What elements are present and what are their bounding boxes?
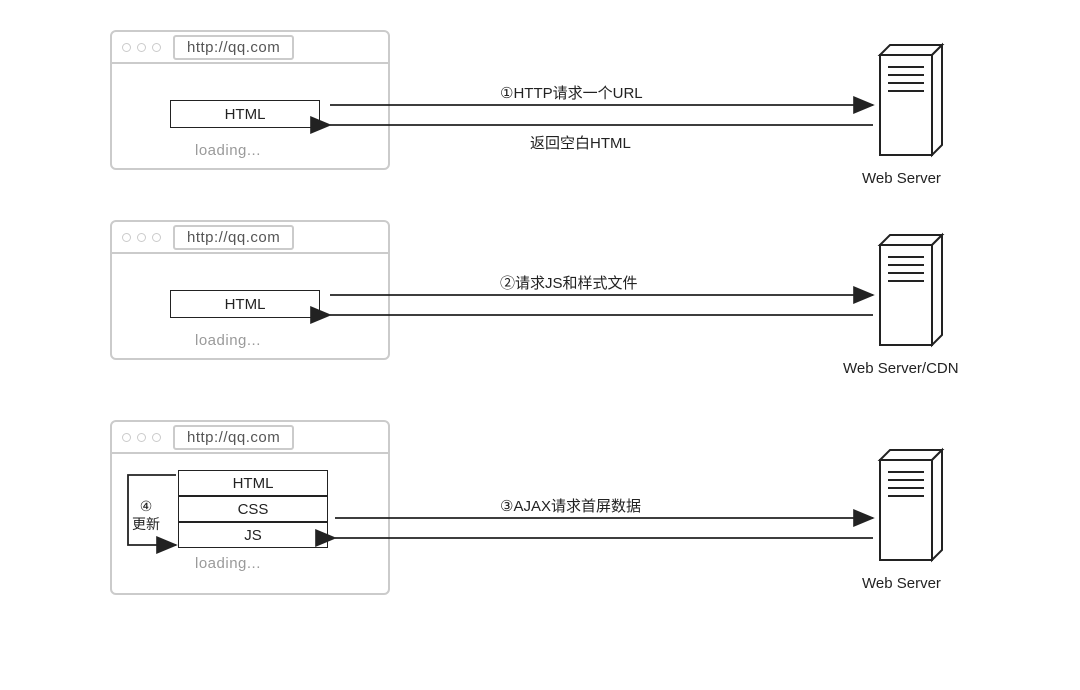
html-box: HTML [170,100,320,128]
js-box: JS [178,522,328,548]
dot-icon [152,433,161,442]
dot-icon [152,43,161,52]
dot-icon [152,233,161,242]
html-box: HTML [170,290,320,318]
browser-titlebar: http://qq.com [112,422,388,454]
dot-icon [137,43,146,52]
url-field: http://qq.com [173,425,294,450]
dot-icon [122,433,131,442]
loading-text: loading... [195,142,261,159]
window-controls [122,433,161,442]
browser-titlebar: http://qq.com [112,222,388,254]
arrow-label-req2: ②请求JS和样式文件 [500,272,638,293]
server-icon [880,45,942,155]
loading-text: loading... [195,555,261,572]
server-icon [880,235,942,345]
dot-icon [137,433,146,442]
css-box: CSS [178,496,328,522]
url-field: http://qq.com [173,35,294,60]
loading-text: loading... [195,332,261,349]
arrow-label-resp1: 返回空白HTML [530,132,631,153]
dot-icon [122,43,131,52]
dot-icon [137,233,146,242]
server-icon [880,450,942,560]
arrow-label-req1: ①HTTP请求一个URL [500,82,643,103]
server-label-2: Web Server/CDN [843,360,959,377]
url-field: http://qq.com [173,225,294,250]
html-box: HTML [178,470,328,496]
window-controls [122,43,161,52]
server-label-1: Web Server [862,170,941,187]
window-controls [122,233,161,242]
arrow-label-req3: ③AJAX请求首屏数据 [500,495,641,516]
dot-icon [122,233,131,242]
update-label: ④更新 [132,497,160,533]
browser-titlebar: http://qq.com [112,32,388,64]
server-label-3: Web Server [862,575,941,592]
